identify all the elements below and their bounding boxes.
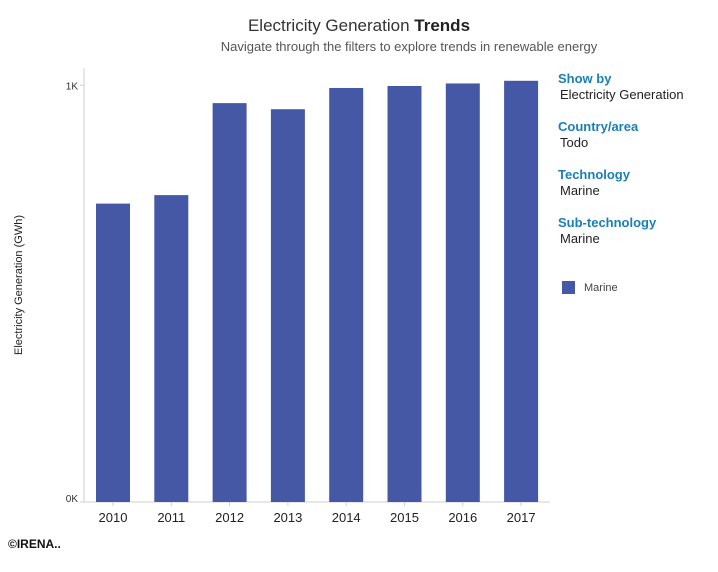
x-tick-label-2012: 2012 [215, 510, 244, 525]
x-tick-label-2015: 2015 [390, 510, 419, 525]
bar-2010[interactable] [96, 203, 130, 502]
y-tick-label: 1K [66, 81, 79, 92]
filter-sub-technology-label: Sub-technology [558, 215, 657, 230]
filter-sub-technology-value[interactable]: Marine [560, 231, 600, 246]
x-tick-label-2010: 2010 [99, 510, 128, 525]
bar-2011[interactable] [154, 195, 189, 502]
chart-title-bold: Trends [414, 16, 471, 35]
bar-2017[interactable] [504, 80, 539, 502]
filter-country-area-label: Country/area [558, 119, 639, 134]
chart-legend[interactable]: Marine [562, 281, 618, 294]
filter-sub-technology[interactable]: Sub-technology Marine [558, 215, 713, 247]
chart-title: Electricity Generation Trends [0, 16, 718, 36]
filter-show-by-label: Show by [558, 71, 612, 86]
chart-subtitle: Navigate through the filters to explore … [220, 39, 598, 54]
bar-2014[interactable] [329, 87, 364, 502]
bar-2016[interactable] [445, 83, 480, 502]
x-tick-label-2011: 2011 [157, 510, 185, 525]
filter-technology-label: Technology [558, 167, 630, 182]
x-tick-label-2016: 2016 [448, 510, 477, 525]
filter-panel: Show by Electricity Generation Country/a… [558, 71, 713, 263]
y-tick-label: 0K [66, 494, 79, 505]
x-tick-label-2017: 2017 [507, 510, 536, 525]
copyright-notice: ©IRENA.. [8, 537, 61, 551]
filter-country-area[interactable]: Country/area Todo [558, 119, 713, 151]
filter-technology[interactable]: Technology Marine [558, 167, 713, 199]
bar-2012[interactable] [212, 103, 247, 503]
bar-2015[interactable] [387, 85, 422, 503]
legend-swatch-marine [562, 281, 575, 294]
legend-label-marine: Marine [584, 281, 618, 294]
filter-technology-value[interactable]: Marine [560, 183, 600, 198]
x-tick-label-2014: 2014 [332, 510, 361, 525]
filter-show-by[interactable]: Show by Electricity Generation [558, 71, 713, 103]
bar-2013[interactable] [270, 109, 305, 502]
chart-title-regular: Electricity Generation [247, 16, 410, 35]
filter-show-by-value[interactable]: Electricity Generation [560, 87, 684, 102]
filter-country-area-value[interactable]: Todo [560, 135, 589, 150]
x-tick-label-2013: 2013 [273, 510, 302, 525]
